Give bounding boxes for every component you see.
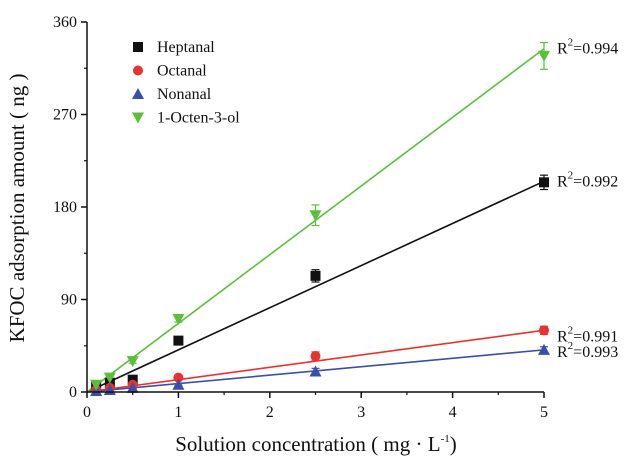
r2-exponent: 2 xyxy=(568,169,574,181)
marker-1-octen-3-ol xyxy=(126,356,139,368)
marker-legend-nonanal xyxy=(132,88,144,99)
x-axis-title-main: Solution concentration ( mg · L xyxy=(175,432,440,456)
marker-heptanal xyxy=(173,335,184,346)
marker-legend-octanal xyxy=(133,65,143,76)
fit-line-octanal xyxy=(86,329,545,393)
marker-legend-heptanal xyxy=(133,42,143,52)
marker-heptanal xyxy=(310,270,321,281)
marker-nonanal xyxy=(538,343,550,355)
r2-label-octanal: R2=0.991 xyxy=(557,324,618,345)
x-tick-label: 5 xyxy=(540,404,548,421)
legend-label-1-octen-3-ol: 1-Octen-3-ol xyxy=(157,110,240,127)
y-tick-label: 90 xyxy=(61,292,77,309)
legend-label-heptanal: Heptanal xyxy=(157,39,215,56)
axes: 0 1 2 3 4 5 0 90 180 270 360 xyxy=(53,14,548,421)
x-tick-label: 0 xyxy=(83,404,91,421)
r2-label-nonanal: R2=0.993 xyxy=(557,340,618,361)
r2-exponent: 2 xyxy=(568,324,574,336)
r2-value: =0.993 xyxy=(573,344,618,361)
marker-legend-1-octen-3-ol xyxy=(132,112,144,124)
legend-label-octanal: Octanal xyxy=(157,63,207,80)
y-tick-label: 360 xyxy=(53,14,77,31)
legend: Heptanal Octanal Nonanal 1-Octen-3-ol xyxy=(132,39,240,127)
r2-symbol: R xyxy=(557,328,568,345)
marker-octanal xyxy=(173,372,184,383)
r2-symbol: R xyxy=(557,344,568,361)
marker-1-octen-3-ol xyxy=(172,314,185,326)
marker-heptanal xyxy=(127,374,138,385)
marker-heptanal xyxy=(539,177,549,188)
r2-exponent: 2 xyxy=(568,37,574,49)
r2-value: =0.991 xyxy=(573,328,618,345)
marker-octanal xyxy=(539,325,549,336)
marker-nonanal xyxy=(172,378,185,390)
data-markers xyxy=(90,50,550,396)
marker-nonanal xyxy=(126,381,139,393)
x-tick-label: 2 xyxy=(266,404,274,421)
y-tick-label: 270 xyxy=(53,107,77,124)
r2-label-1-octen-3-ol: R2=0.994 xyxy=(557,37,618,58)
y-tick-label: 180 xyxy=(53,199,77,216)
fit-line-heptanal xyxy=(86,180,545,393)
marker-1-octen-3-ol xyxy=(90,379,103,391)
legend-label-nonanal: Nonanal xyxy=(157,86,212,103)
r2-exponent: 2 xyxy=(568,340,574,352)
r2-symbol: R xyxy=(557,41,568,58)
x-axis-title: Solution concentration ( mg · L-1) xyxy=(175,432,457,456)
r2-value: =0.992 xyxy=(573,173,618,190)
marker-octanal xyxy=(310,351,321,362)
marker-1-octen-3-ol xyxy=(309,210,322,222)
x-tick-label: 3 xyxy=(357,404,365,421)
plot-area xyxy=(86,41,550,396)
x-tick-label: 4 xyxy=(449,404,457,421)
x-axis-title-exponent: -1 xyxy=(441,433,450,445)
r2-value: =0.994 xyxy=(573,41,618,58)
y-ticks: 0 90 180 270 360 xyxy=(53,14,87,401)
r2-label-heptanal: R2=0.992 xyxy=(557,169,618,190)
marker-1-octen-3-ol xyxy=(103,372,116,384)
y-axis-title: KFOC adsorption amount ( ng ) xyxy=(5,74,29,343)
y-tick-label: 0 xyxy=(69,384,77,401)
r2-symbol: R xyxy=(557,173,568,190)
x-tick-label: 1 xyxy=(174,404,182,421)
marker-1-octen-3-ol xyxy=(538,50,550,62)
x-axis-title-end: ) xyxy=(450,432,457,456)
x-ticks: 0 1 2 3 4 5 xyxy=(83,392,548,421)
marker-nonanal xyxy=(309,365,322,377)
